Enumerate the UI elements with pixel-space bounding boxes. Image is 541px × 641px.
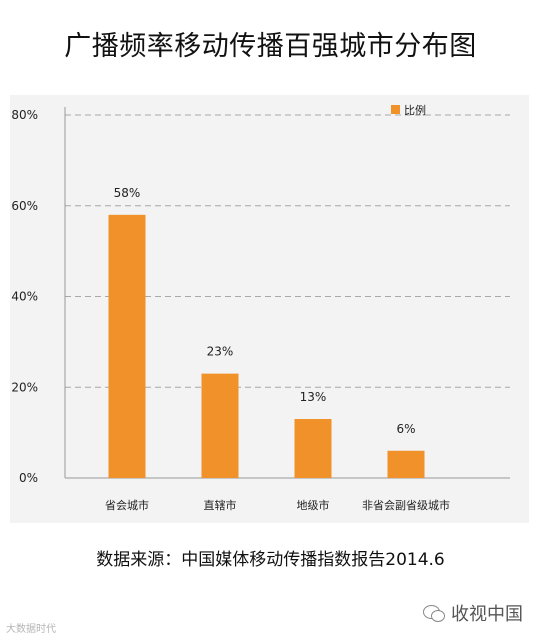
y-tick-label: 60% [11,199,38,213]
x-tick-label: 直辖市 [204,498,237,512]
legend-swatch [391,105,400,114]
bar [201,373,239,478]
legend-label: 比例 [404,103,426,117]
y-tick-label: 20% [11,380,38,394]
x-tick-label: 省会城市 [105,498,149,512]
bar-chart: 0% 20% 40% 60% 80% 58% 省会城市 23% 直辖市 13% 地级市 6% 非省会副省… [11,103,510,512]
watermark-right: 收视中国 [423,600,523,626]
y-tick-label: 0% [19,471,38,485]
watermark-right-text: 收视中国 [451,604,523,625]
y-tick-label: 40% [11,290,38,304]
chart-title: 广播频率移动传播百强城市分布图 [64,31,477,62]
source-note: 数据来源：中国媒体移动传播指数报告2014.6 [96,550,445,570]
bar [387,450,425,478]
data-label: 58% [114,186,141,200]
y-tick-label: 80% [11,108,38,122]
watermark-left: 大数据时代 [6,624,56,635]
bar [294,419,332,478]
x-tick-label: 非省会副省级城市 [362,498,450,512]
plot-panel [10,95,529,523]
bar [108,214,146,478]
wechat-icon [423,604,445,622]
data-label: 6% [396,422,415,436]
x-tick-label: 地级市 [297,498,330,512]
data-label: 13% [300,390,327,404]
data-label: 23% [207,345,234,359]
